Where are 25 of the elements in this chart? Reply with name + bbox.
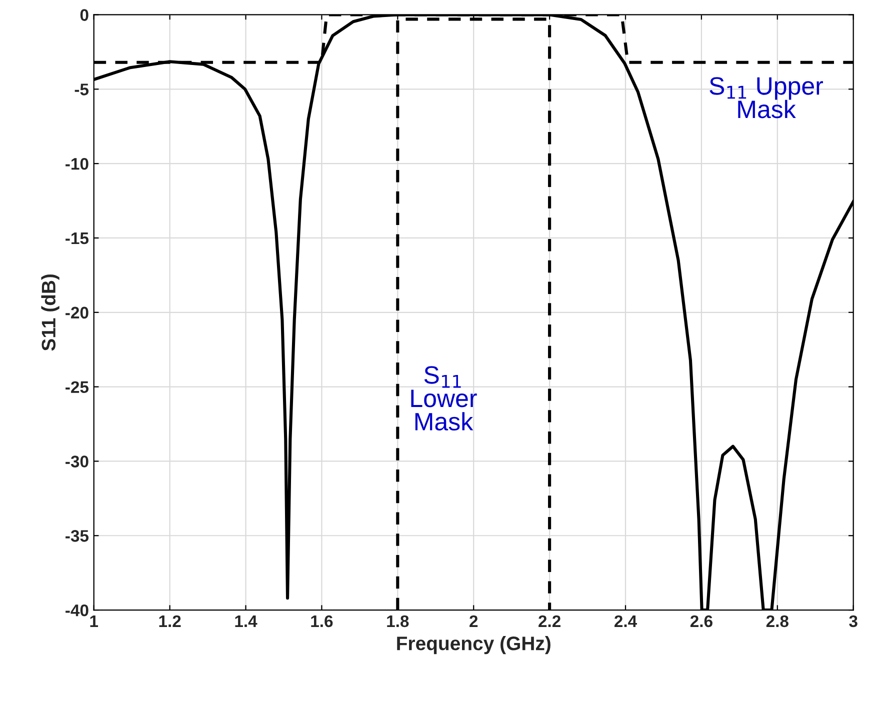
x-axis-title: Frequency (GHz) [397,636,550,654]
y-tick-label: 0 [80,9,88,21]
y-tick-label: -30 [66,456,88,468]
y-tick-label: -15 [66,232,89,244]
x-tick-label: 1 [90,616,98,627]
x-tick-label: 2.2 [538,615,560,627]
x-tick-label: 1.4 [235,616,258,627]
y-tick-label: -20 [66,306,88,319]
y-tick-label: -35 [66,530,89,542]
x-tick-label: 2.8 [766,615,788,628]
x-tick-label: 1.6 [311,615,333,628]
y-axis-title: S11 (dB) [41,274,60,351]
annotation: S$_{11}$ Upper Mask [710,77,823,118]
x-tick-label: 2.4 [614,615,637,627]
x-tick-label: 1.2 [159,615,181,627]
y-tick-label: -5 [74,84,89,96]
x-tick-label: 2.6 [690,615,712,628]
line-series [94,14,854,610]
x-tick-label: 2 [470,615,478,627]
x-tick-label: 1.8 [387,615,409,628]
annotation: S$_{11}$ Lower Mask [411,366,477,431]
x-tick-label: 3 [849,615,858,628]
y-tick-label: -40 [66,604,88,616]
y-tick-label: -10 [66,158,88,170]
y-tick-label: -25 [66,381,89,394]
